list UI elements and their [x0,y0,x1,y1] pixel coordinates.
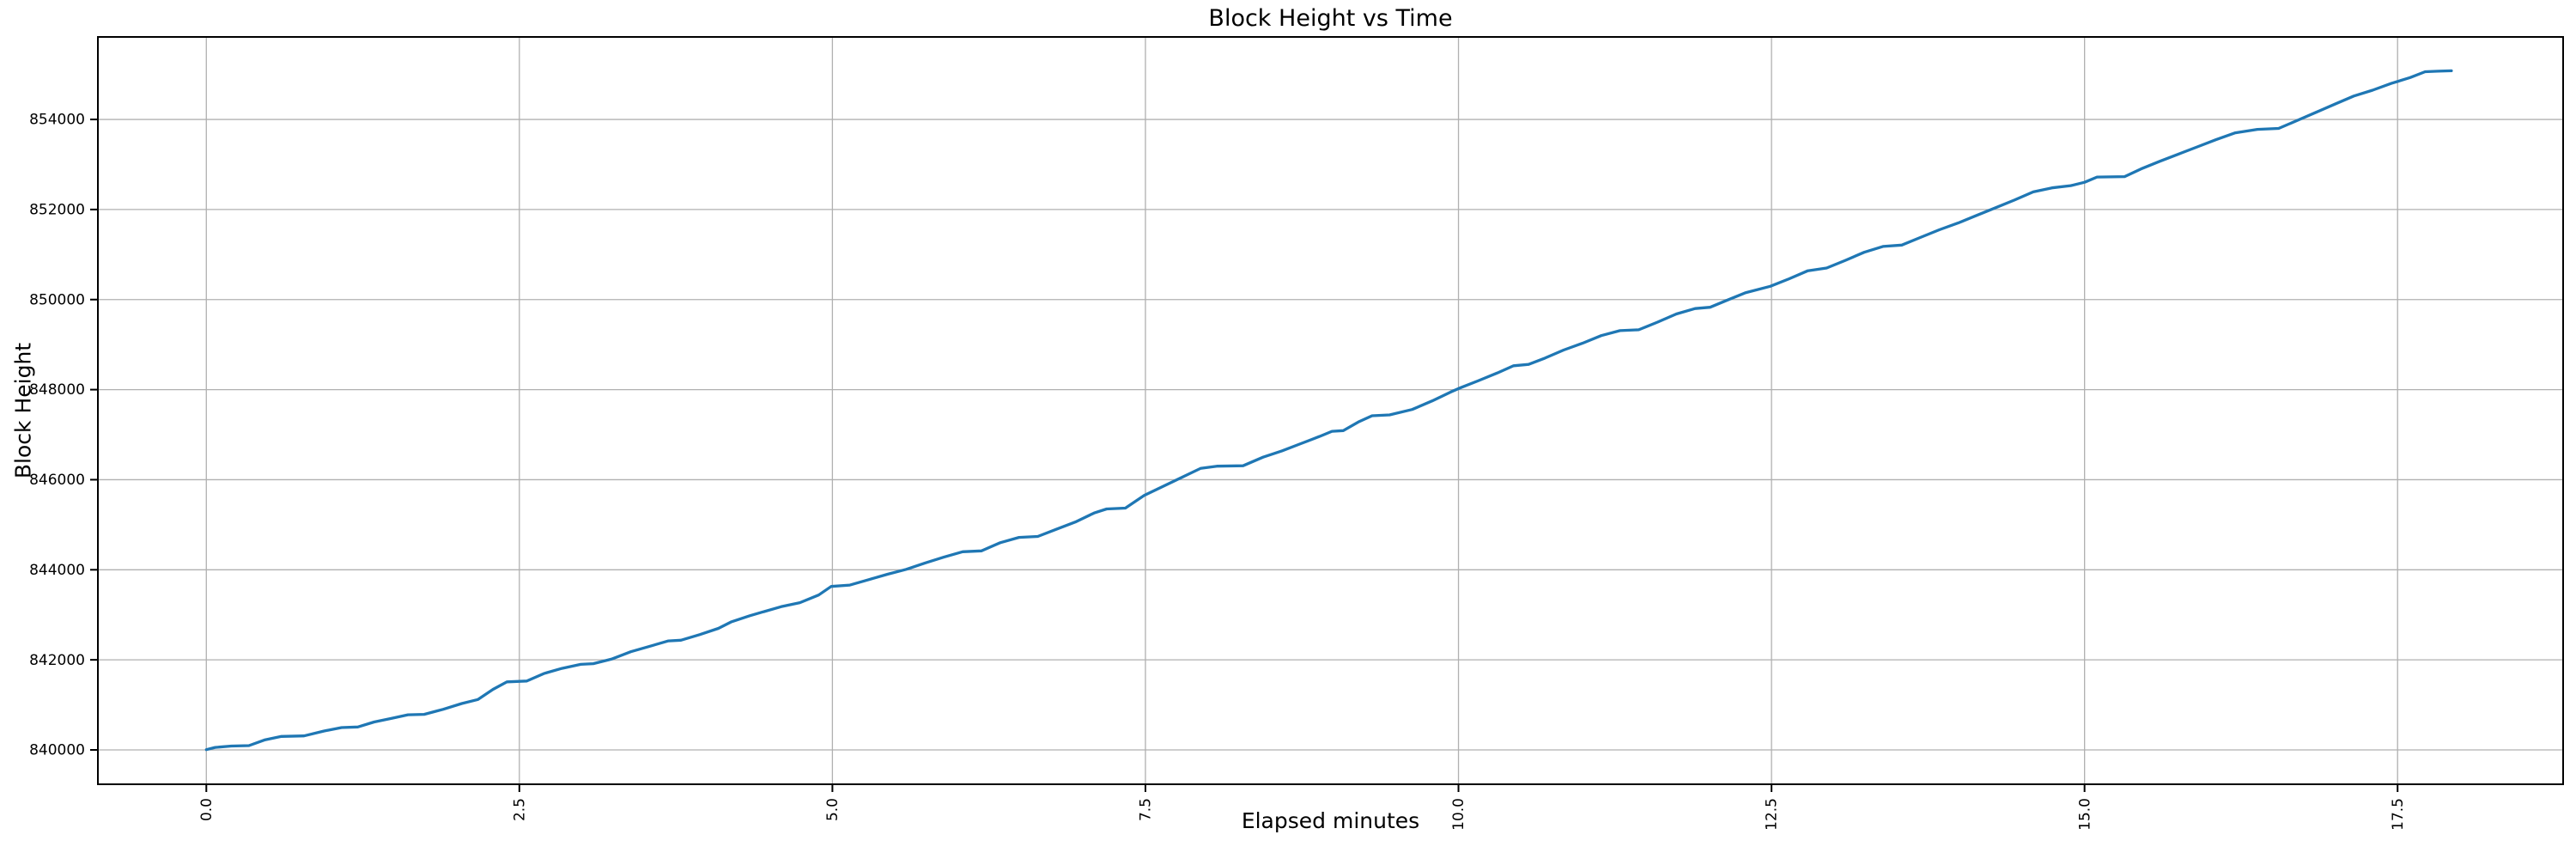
y-tick-label: 848000 [29,381,85,399]
x-tick-label: 15.0 [2076,798,2093,831]
chart-title: Block Height vs Time [1208,5,1453,32]
y-tick-label: 840000 [29,742,85,759]
y-tick-label: 852000 [29,202,85,219]
plot-border [97,36,2564,785]
x-axis-label: Elapsed minutes [1241,808,1420,833]
y-axis-label: Block Height [10,342,36,479]
x-tick-label: 17.5 [2390,798,2407,831]
y-tick-label: 846000 [29,472,85,489]
x-tick-label: 10.0 [1450,798,1467,831]
y-tick-label: 854000 [29,112,85,129]
y-tick-label: 842000 [29,652,85,669]
x-tick-label: 0.0 [198,798,216,821]
x-tick-label: 12.5 [1764,798,1781,831]
x-tick-label: 7.5 [1138,798,1155,821]
y-tick-label: 850000 [29,291,85,308]
block-height-line [204,69,2453,752]
x-tick-label: 2.5 [511,798,528,821]
y-tick-label: 844000 [29,562,85,579]
x-tick-label: 5.0 [824,798,841,821]
